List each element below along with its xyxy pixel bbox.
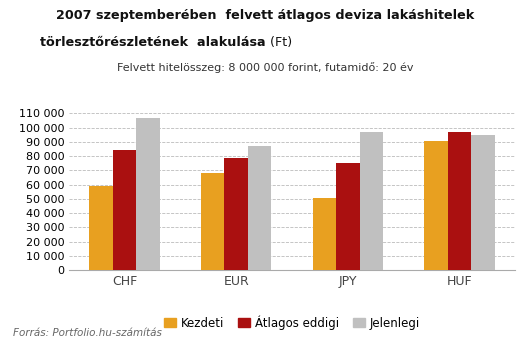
Bar (424, 141, 448, 270)
Text: Forrás: Portfolio.hu-számítás: Forrás: Portfolio.hu-számítás (13, 328, 162, 338)
Bar (136, 118, 160, 270)
Bar (89, 186, 113, 270)
Bar (113, 150, 136, 270)
Bar (336, 163, 359, 270)
Text: (Ft): (Ft) (266, 36, 292, 49)
Bar (248, 146, 271, 270)
Text: törlesztőrészletének  alakulása: törlesztőrészletének alakulása (40, 36, 266, 49)
Bar (225, 158, 248, 270)
Bar (313, 198, 336, 270)
Text: 2007 szeptemberében  felvett átlagos deviza lakáshitelek: 2007 szeptemberében felvett átlagos devi… (56, 9, 475, 22)
Bar (201, 173, 225, 270)
Bar (472, 135, 495, 270)
Bar (448, 132, 472, 270)
Text: Felvett hitelösszeg: 8 000 000 forint, futamidő: 20 év: Felvett hitelösszeg: 8 000 000 forint, f… (117, 62, 414, 73)
Bar (359, 132, 383, 270)
Legend: Kezdeti, Átlagos eddigi, Jelenlegi: Kezdeti, Átlagos eddigi, Jelenlegi (159, 310, 425, 334)
